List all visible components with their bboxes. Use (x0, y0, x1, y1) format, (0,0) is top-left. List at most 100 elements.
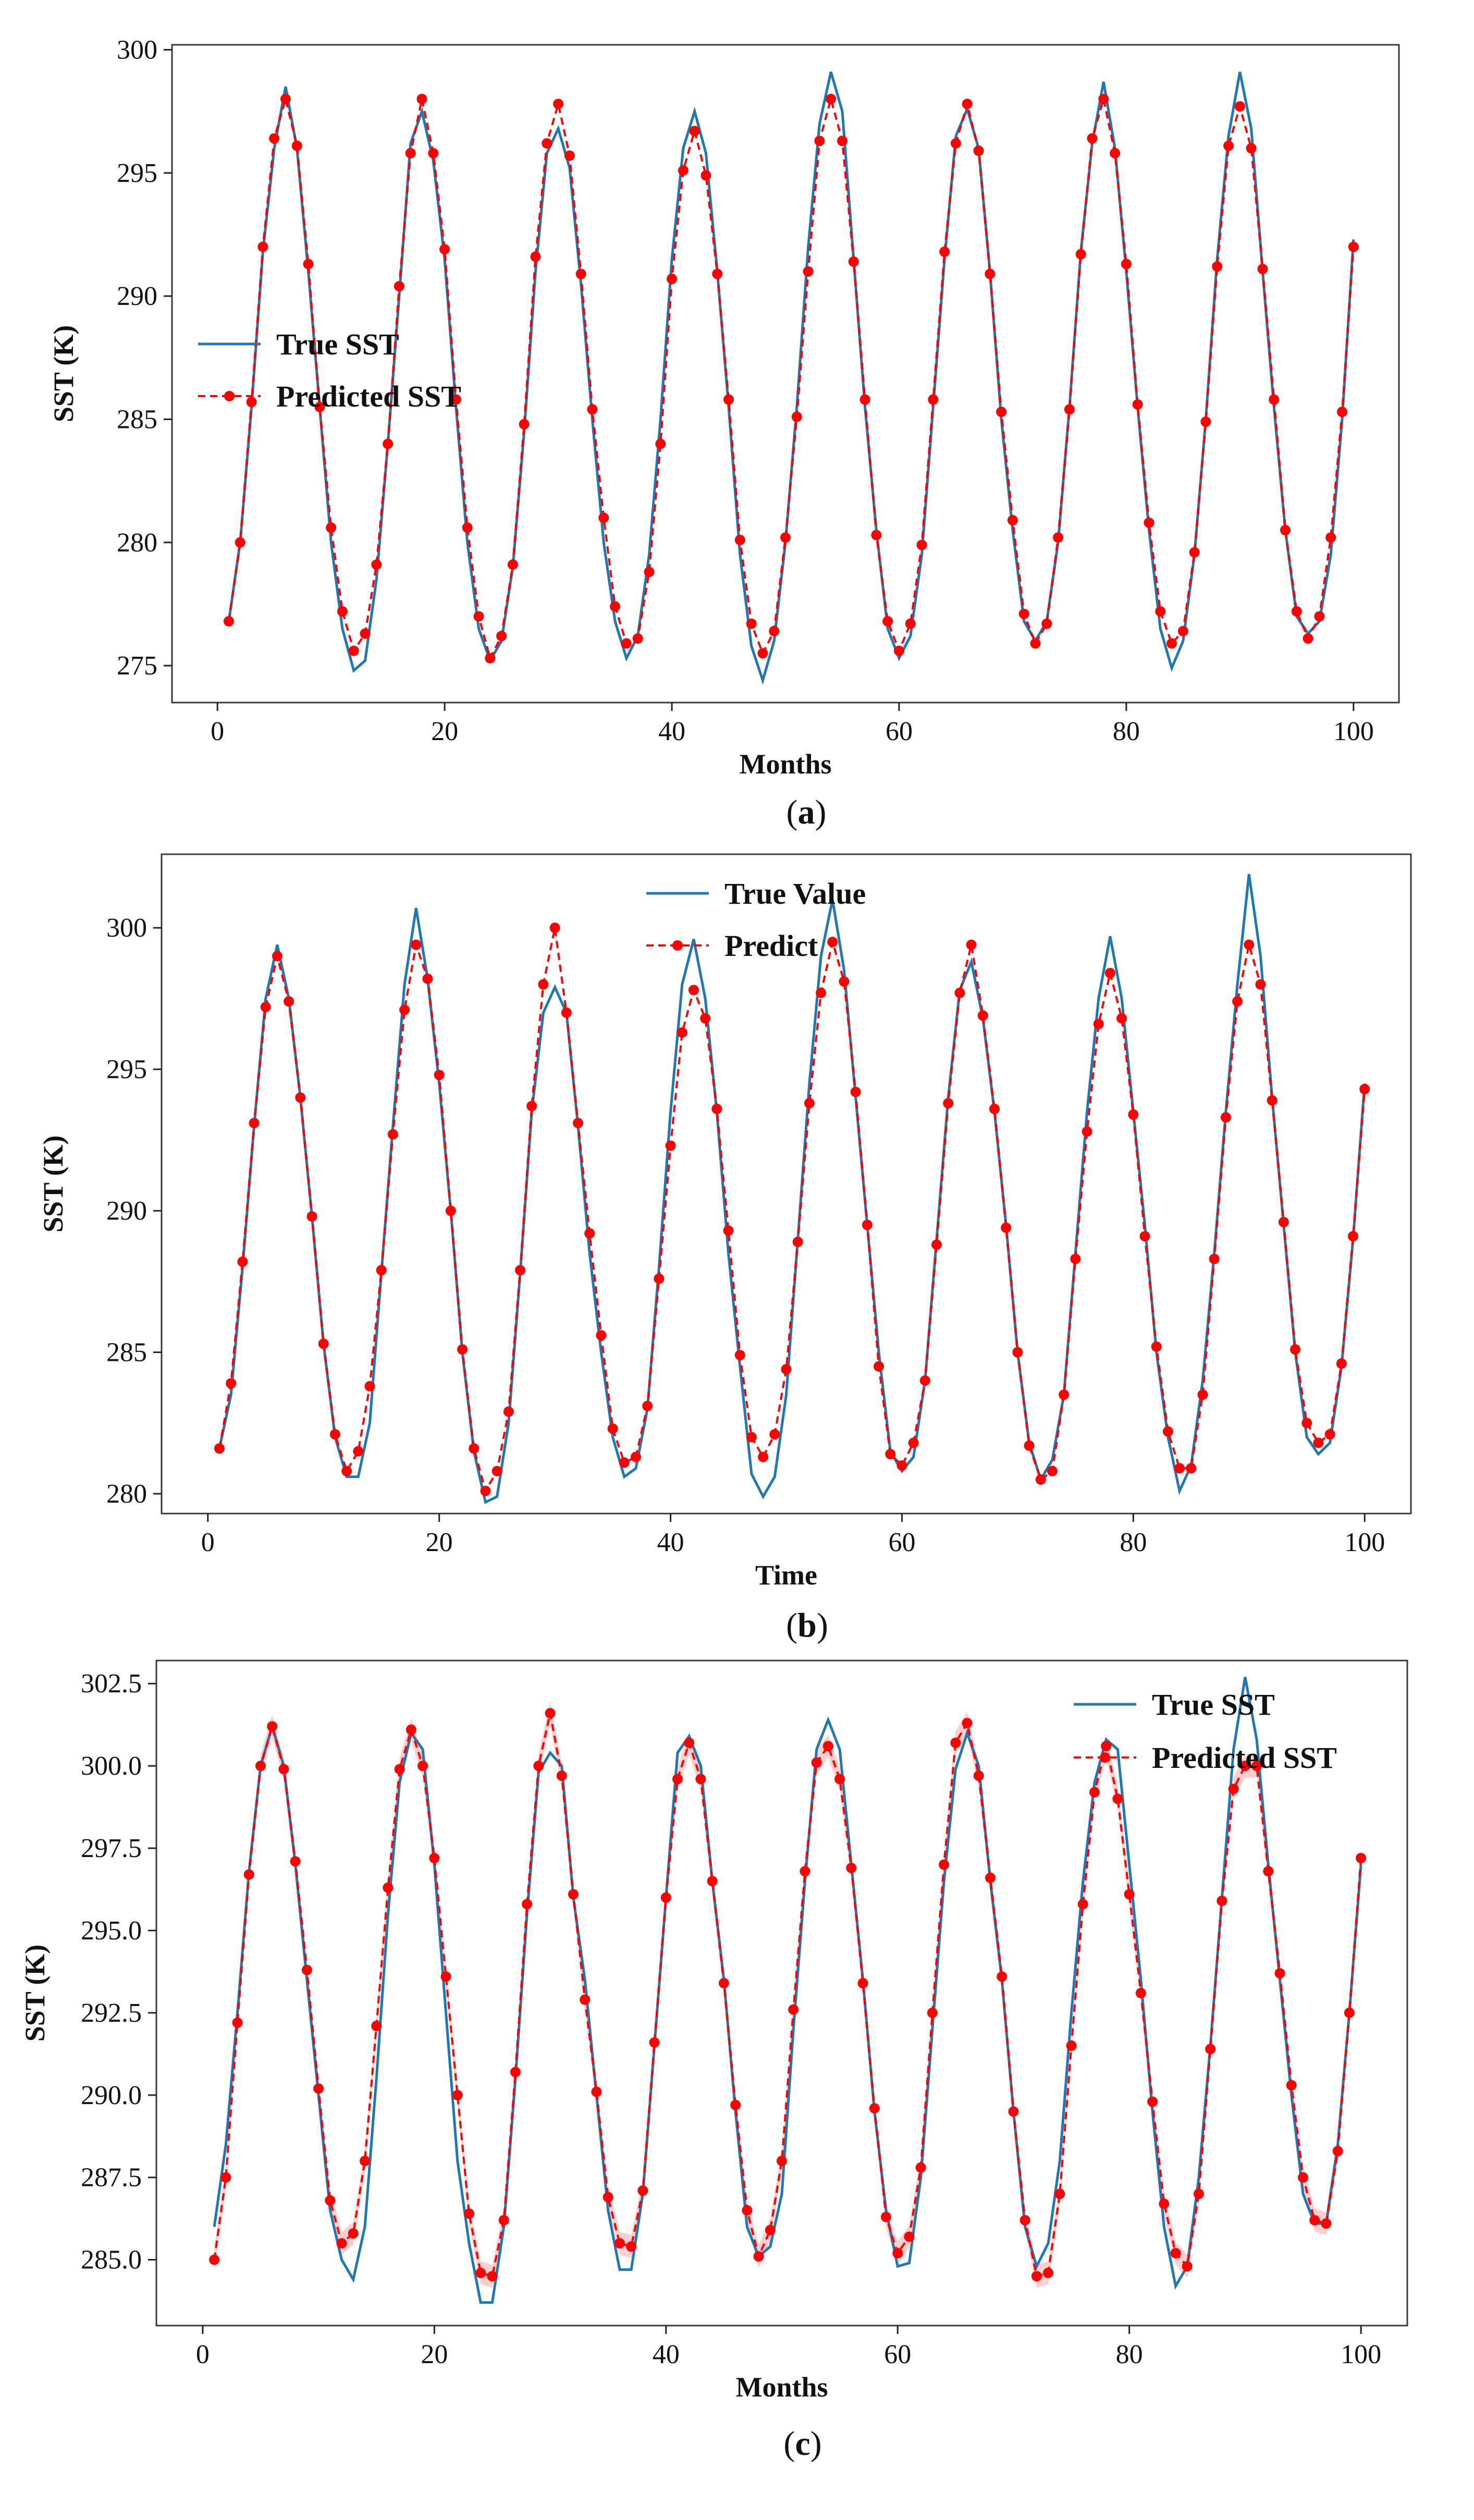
predicted-point (712, 268, 723, 279)
predicted-point (1082, 1126, 1092, 1137)
predicted-point (561, 1007, 572, 1018)
x-tick-label: 100 (1344, 1528, 1385, 1557)
predicted-point (834, 1774, 845, 1785)
predicted-point (827, 937, 838, 948)
predicted-point (376, 1265, 387, 1276)
predicted-point (1257, 264, 1268, 275)
predicted-point (507, 559, 518, 570)
predicted-point (1232, 996, 1243, 1007)
predicted-point (1053, 532, 1064, 543)
series-line-true-value (218, 874, 1366, 1504)
predicted-point (973, 145, 984, 156)
predicted-point (318, 1338, 329, 1349)
y-axis-label: SST (K) (38, 1135, 69, 1233)
predicted-point (416, 93, 427, 104)
chart-panel-b: 0 20 40 60 80 100 280 285 290 295 300 Time SST (K) Tr… (38, 853, 1412, 1644)
predicted-point (1263, 1866, 1274, 1877)
predicted-point (632, 633, 643, 644)
predicted-point (672, 1774, 683, 1785)
predicted-point (336, 2238, 347, 2249)
predicted-point (272, 951, 282, 962)
predicted-point (284, 996, 294, 1007)
y-tick-label: 292.5 (81, 1998, 142, 2028)
predicted-point (882, 616, 893, 627)
predicted-point (510, 2067, 521, 2078)
predicted-point (587, 404, 598, 415)
y-tick-label: 300.0 (81, 1751, 142, 1781)
predicted-point (1159, 2198, 1170, 2209)
y-tick-label: 285.0 (81, 2245, 142, 2275)
predicted-point (1174, 1463, 1185, 1474)
predicted-point (723, 1225, 734, 1236)
series-line-true-sst (227, 71, 1355, 685)
predicted-point (246, 397, 257, 408)
predicted-point (1301, 1418, 1312, 1429)
x-axis-label: Months (735, 2371, 828, 2403)
predicted-point (383, 1882, 394, 1893)
plot-frame (161, 853, 1412, 1515)
predicted-point (1077, 1899, 1088, 1910)
predicted-point (1064, 404, 1075, 415)
y-tick-label: 285 (117, 404, 157, 434)
predicted-point (746, 618, 757, 629)
predicted-point (1139, 1231, 1150, 1241)
predicted-point (1087, 133, 1098, 144)
predicted-point (1075, 249, 1086, 260)
x-tick-label: 40 (653, 2340, 680, 2369)
predicted-point (607, 1423, 618, 1434)
predicted-point (452, 2089, 463, 2100)
predicted-point (260, 1002, 271, 1013)
predicted-point (734, 1349, 745, 1360)
x-tick-label: 80 (1116, 2340, 1143, 2369)
x-tick-label: 40 (658, 717, 685, 746)
predicted-point (614, 2238, 625, 2249)
predicted-point (943, 1098, 954, 1109)
predicted-point (1356, 1853, 1367, 1864)
predicted-point (1336, 1358, 1347, 1369)
predicted-point (997, 1971, 1008, 1982)
predicted-point (893, 645, 904, 656)
predicted-point (399, 1004, 410, 1015)
predicted-point (695, 1774, 706, 1785)
predicted-point (637, 2185, 648, 2196)
predicted-point (655, 438, 666, 449)
predicted-point (462, 522, 473, 533)
predicted-point (568, 1889, 579, 1900)
predicted-point (422, 973, 433, 984)
predicted-point (939, 1859, 950, 1870)
predicted-point (1267, 1095, 1278, 1106)
predicted-point (542, 138, 552, 149)
predicted-point (326, 522, 337, 533)
predicted-point (498, 2215, 509, 2226)
predicted-point (411, 939, 422, 950)
predicted-point (223, 616, 234, 627)
plot-frame (155, 1659, 1408, 2327)
predicted-point (905, 618, 916, 629)
predicted-point (603, 2192, 613, 2203)
predicted-point (1359, 1084, 1370, 1095)
predicted-point (1135, 1988, 1146, 1998)
predicted-point (896, 1460, 907, 1471)
predicted-point (1223, 140, 1234, 151)
predicted-point (445, 1206, 456, 1216)
predicted-point (707, 1876, 718, 1887)
predicted-point (814, 136, 825, 146)
predicted-point (257, 241, 268, 252)
predicted-point (857, 1978, 868, 1989)
predicted-point (406, 1724, 416, 1735)
predicted-point (598, 512, 609, 523)
x-tick-label: 100 (1333, 717, 1374, 746)
predicted-point (394, 281, 404, 292)
predicted-point (753, 2251, 764, 2262)
predicted-point (232, 2017, 243, 2028)
x-tick-label: 60 (884, 2340, 911, 2369)
predicted-point (226, 1378, 237, 1389)
predicted-point (1239, 1761, 1250, 1772)
predicted-point (1151, 1341, 1162, 1352)
predicted-point (757, 648, 768, 659)
predicted-point (1324, 1429, 1335, 1440)
predicted-point (1054, 2189, 1065, 2199)
predicted-point (573, 1117, 583, 1128)
predicted-point (1348, 1231, 1359, 1241)
x-tick-label: 0 (211, 717, 224, 746)
